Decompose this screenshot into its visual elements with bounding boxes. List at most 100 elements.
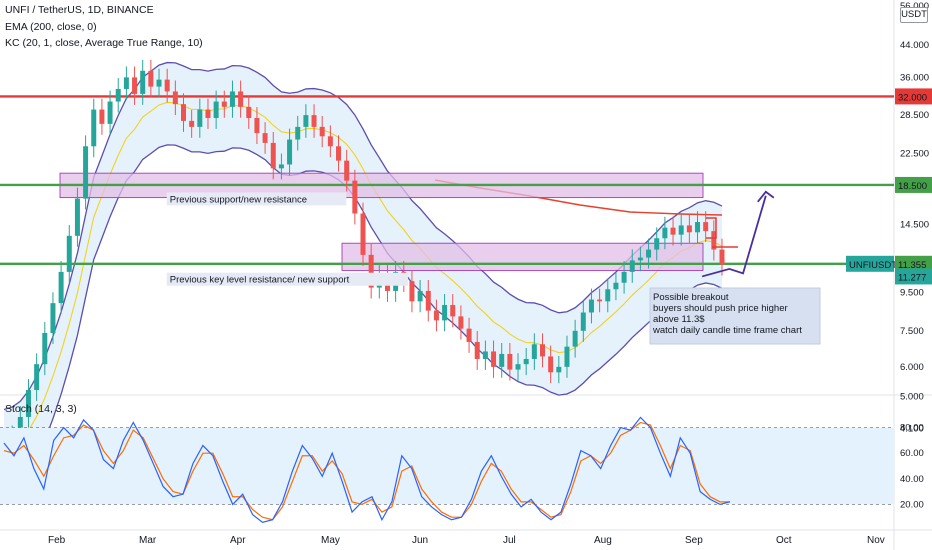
candle [352,169,358,225]
candle [287,128,293,176]
stoch-legend[interactable]: Stoch (14, 3, 3) [5,403,77,415]
price-tag-label: 18.500 [898,181,927,192]
candle-body [25,389,31,417]
candle-body [262,133,268,143]
candle-body [466,328,472,342]
candle-body [637,257,643,261]
candle [548,345,554,384]
candle-body [540,344,545,357]
price-tick-label: 9.500 [900,288,924,299]
candle-body [450,304,456,317]
candle-body [621,271,627,283]
candle-body [523,358,529,365]
price-tick-label: 36.000 [900,72,929,83]
key-level-zone [341,242,704,271]
candle [564,335,570,378]
candle-body [278,164,284,169]
stoch-tick-label: 20.00 [900,499,924,510]
candle-body [580,312,586,331]
currency-badge[interactable]: USDT [900,7,928,23]
candle-body [181,104,186,121]
candle-body [132,77,138,94]
time-tick-label: May [321,535,340,546]
candle-body [58,271,64,304]
candle [695,211,701,244]
candle [74,187,80,247]
candle-body [34,364,40,390]
candle-body [711,231,717,250]
candle [50,292,56,344]
candle-body [515,364,521,370]
note-box [649,287,821,345]
time-tick-label: Nov [867,535,885,546]
candle-body [83,146,89,199]
candle-body [327,136,333,147]
candle-body [319,126,325,137]
candle [368,243,374,299]
candle-body [588,299,594,313]
stoch-band-fill [0,427,894,505]
candle-body [433,310,439,321]
candle-body [50,303,56,333]
candle [42,322,48,376]
candle-body [678,225,684,235]
candle-body [156,79,162,87]
annotation-bg [166,192,347,206]
candle [450,294,456,328]
candle [66,224,72,283]
candle-body [719,249,725,265]
candle [246,95,252,129]
ema-legend[interactable]: EMA (200, close, 0) [5,21,97,33]
stoch-d-line [3,421,730,521]
price-tag [895,88,932,105]
candle-body [295,126,301,140]
candle-body [205,109,211,118]
candle-body [99,109,105,124]
candle [336,135,342,172]
candle-body [564,346,570,367]
candle [181,93,186,132]
candle-body [66,235,72,272]
candle-body [238,91,244,107]
candle [629,249,635,283]
candle-body [368,254,374,288]
candle [662,216,668,250]
candle [719,238,725,276]
candle [507,342,513,381]
candle [132,66,138,105]
candle [91,98,97,158]
symbol-legend[interactable]: UNFI / TetherUS, 1D, BINANCE [5,4,154,16]
candle-body [189,120,195,127]
price-tick-label: 28.500 [900,110,929,121]
candle-body [442,304,448,321]
time-tick-label: Jun [412,535,428,546]
kc-legend[interactable]: KC (20, 1, close, Average True Range, 10… [5,37,203,49]
candle [156,68,162,98]
candle-body [613,282,619,290]
candle [531,333,537,370]
annotation-bg [166,272,408,286]
candle-body [670,227,676,235]
candle [213,90,219,129]
price-tick-label: 7.500 [900,326,924,337]
candle [83,135,89,210]
candle-body [507,353,513,370]
price-tag-label: 11.277 [898,272,926,283]
candle [99,98,105,135]
candle [613,271,619,301]
candle-body [425,290,431,311]
price-tick-label: 5.000 [900,391,924,402]
candle [115,78,121,113]
price-tag-label: 11.355 [898,260,926,271]
candle [409,270,415,313]
candle-body [474,341,480,359]
candle [25,379,31,428]
candle [34,353,40,401]
candle-body [287,139,293,165]
candle-body [662,227,668,239]
candle [319,115,325,148]
candle-body [499,353,505,367]
symbol-price-tag-label: UNFIUSDT [849,260,897,271]
candle-body [605,289,611,302]
